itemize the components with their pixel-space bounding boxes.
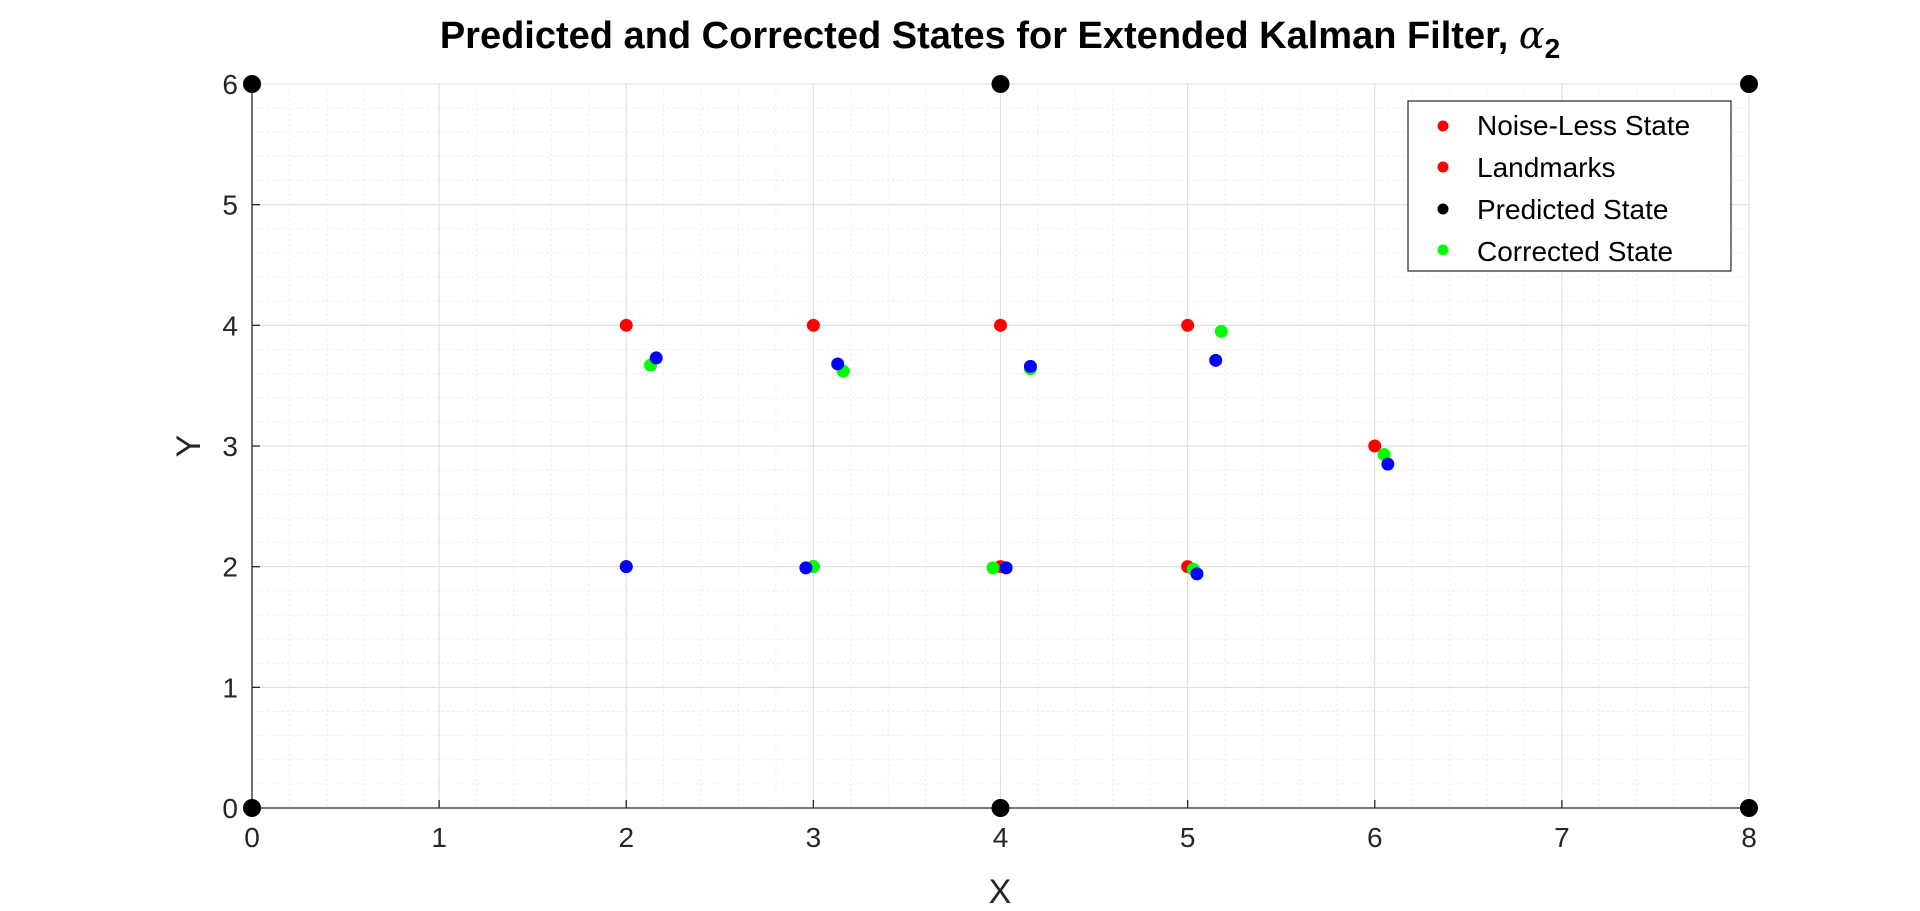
y-tick-label: 5	[222, 190, 238, 221]
x-tick-label: 4	[993, 822, 1009, 853]
legend-label: Noise-Less State	[1477, 110, 1690, 141]
chart-title-subscript: 2	[1545, 33, 1561, 64]
x-tick-label: 5	[1180, 822, 1196, 853]
predicted-state-point	[799, 561, 813, 575]
predicted-state-point	[649, 351, 663, 365]
legend-marker	[1437, 203, 1449, 215]
legend-entry-corrected-state: Corrected State	[1437, 236, 1673, 267]
predicted-state-point	[1209, 353, 1223, 367]
x-tick-label: 8	[1741, 822, 1757, 853]
y-tick-label: 1	[222, 672, 238, 703]
y-axis-ticks: 0 1 2 3 4 5 6	[222, 69, 260, 824]
legend-marker	[1437, 161, 1449, 173]
noise-less-state-point	[806, 318, 820, 332]
predicted-state-point	[999, 561, 1013, 575]
corrected-state-point	[986, 561, 1000, 575]
legend-marker	[1437, 120, 1449, 132]
predicted-state-point	[1381, 457, 1395, 471]
x-tick-label: 6	[1367, 822, 1383, 853]
chart-title: Predicted and Corrected States for Exten…	[440, 13, 1560, 64]
predicted-state-point	[619, 560, 633, 574]
x-axis-ticks: 0 1 2 3 4 5 6 7 8	[244, 800, 1757, 853]
legend-box	[1407, 100, 1732, 272]
legend-entry-noise-less-state: Noise-Less State	[1437, 110, 1690, 141]
chart-title-symbol: α	[1519, 13, 1545, 57]
data-points	[243, 75, 1758, 817]
landmarks-point	[991, 799, 1010, 817]
legend: Noise-Less State Landmarks Predicted Sta…	[1407, 100, 1732, 272]
landmarks-point	[1740, 799, 1758, 817]
predicted-state-point	[1023, 359, 1037, 373]
y-tick-label: 0	[222, 793, 238, 824]
legend-label: Landmarks	[1477, 152, 1616, 183]
chart-title-text: Predicted and Corrected States for Exten…	[440, 15, 1519, 57]
noise-less-state-point	[994, 318, 1007, 332]
y-axis-label: Y	[170, 435, 208, 458]
x-tick-label: 1	[431, 822, 447, 853]
landmarks-point	[243, 75, 261, 93]
corrected-state-point	[1214, 324, 1228, 338]
x-tick-label: 7	[1554, 822, 1570, 853]
legend-label: Predicted State	[1477, 194, 1668, 225]
noise-less-state-point	[1181, 318, 1195, 332]
predicted-state-point	[1190, 567, 1204, 581]
landmarks-point	[1740, 75, 1758, 93]
y-tick-label: 2	[222, 552, 238, 583]
noise-less-state-point	[1368, 439, 1382, 453]
y-tick-label: 6	[222, 69, 238, 100]
legend-marker	[1437, 244, 1449, 256]
legend-entry-landmarks: Landmarks	[1437, 152, 1616, 183]
y-tick-label: 3	[222, 431, 238, 462]
x-tick-label: 3	[806, 822, 822, 853]
predicted-state-point	[831, 357, 845, 371]
y-tick-label: 4	[222, 310, 238, 341]
landmarks-point	[991, 75, 1010, 93]
legend-entry-predicted-state: Predicted State	[1437, 194, 1668, 225]
x-tick-label: 0	[244, 822, 260, 853]
noise-less-state-point	[619, 318, 633, 332]
landmarks-point	[243, 799, 261, 817]
x-axis-label: X	[989, 873, 1012, 911]
legend-label: Corrected State	[1477, 236, 1673, 267]
x-tick-label: 2	[618, 822, 634, 853]
